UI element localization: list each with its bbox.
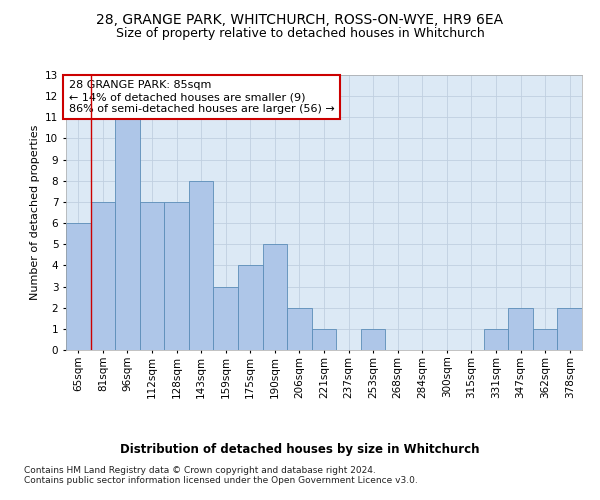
Bar: [115, 118, 140, 350]
Bar: [238, 266, 263, 350]
Bar: [312, 329, 336, 350]
Bar: [91, 202, 115, 350]
Text: 28, GRANGE PARK, WHITCHURCH, ROSS-ON-WYE, HR9 6EA: 28, GRANGE PARK, WHITCHURCH, ROSS-ON-WYE…: [97, 12, 503, 26]
Bar: [164, 202, 189, 350]
Bar: [263, 244, 287, 350]
Bar: [140, 202, 164, 350]
Bar: [66, 223, 91, 350]
Bar: [189, 181, 214, 350]
Text: Contains HM Land Registry data © Crown copyright and database right 2024.
Contai: Contains HM Land Registry data © Crown c…: [24, 466, 418, 485]
Bar: [287, 308, 312, 350]
Bar: [214, 286, 238, 350]
Bar: [361, 329, 385, 350]
Y-axis label: Number of detached properties: Number of detached properties: [29, 125, 40, 300]
Text: 28 GRANGE PARK: 85sqm
← 14% of detached houses are smaller (9)
86% of semi-detac: 28 GRANGE PARK: 85sqm ← 14% of detached …: [68, 80, 334, 114]
Bar: [557, 308, 582, 350]
Bar: [484, 329, 508, 350]
Text: Size of property relative to detached houses in Whitchurch: Size of property relative to detached ho…: [116, 28, 484, 40]
Bar: [533, 329, 557, 350]
Bar: [508, 308, 533, 350]
Text: Distribution of detached houses by size in Whitchurch: Distribution of detached houses by size …: [120, 442, 480, 456]
